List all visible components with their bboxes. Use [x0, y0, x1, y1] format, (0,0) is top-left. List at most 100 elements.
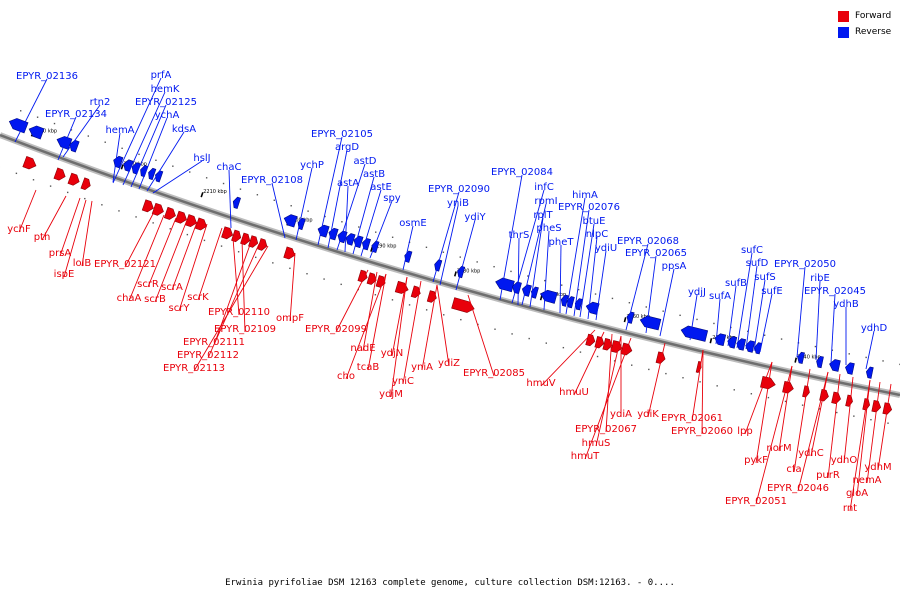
minor-dot — [764, 335, 765, 336]
leader-line — [692, 350, 703, 421]
minor-dot — [597, 356, 598, 357]
forward-gene-arrow — [54, 168, 65, 180]
minor-dot — [358, 226, 359, 227]
minor-dot — [274, 200, 275, 201]
gene-label: scrA — [161, 282, 183, 293]
gene-label: EPYR_02060 — [671, 426, 733, 437]
gene-label: ydhO — [831, 455, 858, 466]
kbp-tick-label: 2210 kbp — [203, 189, 227, 195]
minor-dot — [84, 198, 85, 199]
minor-dot — [88, 135, 89, 136]
gene-label: ychA — [155, 110, 180, 121]
gene-label: infC — [534, 182, 554, 193]
minor-dot — [662, 310, 663, 311]
gene-label: astA — [337, 178, 359, 189]
leader-line — [866, 331, 874, 369]
forward-gene-arrow — [195, 218, 206, 230]
minor-dot — [612, 298, 613, 299]
gene-label: yniB — [447, 198, 469, 209]
gene-label: ydjJ — [688, 287, 706, 298]
minor-dot — [751, 393, 752, 394]
minor-dot — [204, 240, 205, 241]
minor-dot — [802, 404, 803, 405]
gene-label: ydhC — [798, 448, 824, 459]
minor-dot — [409, 304, 410, 305]
gene-labels: EPYR_02136rtn2EPYR_02134prfAhemKEPYR_021… — [7, 70, 891, 514]
legend: Forward Reverse — [838, 8, 898, 40]
reverse-gene-arrow — [9, 118, 28, 133]
minor-dot — [679, 315, 680, 316]
gene-label: EPYR_02112 — [177, 350, 239, 361]
gene-label: astE — [370, 182, 392, 193]
minor-dot — [595, 293, 596, 294]
leader-line — [198, 228, 222, 300]
reverse-gene-arrow — [435, 260, 442, 272]
forward-gene-arrow — [603, 338, 612, 350]
minor-dot — [646, 306, 647, 307]
minor-dot — [443, 252, 444, 253]
minor-dot — [882, 360, 883, 361]
leader-line — [318, 137, 342, 245]
forward-gene-arrow — [152, 203, 163, 215]
minor-dot — [392, 237, 393, 238]
gene-label: yniA — [411, 362, 433, 373]
legend-reverse: Reverse — [838, 24, 898, 40]
minor-dot — [460, 256, 461, 257]
gene-label: EPYR_02109 — [214, 324, 276, 335]
gene-label: sufE — [761, 286, 782, 297]
forward-gene-arrow — [586, 334, 595, 346]
minor-dot — [341, 221, 342, 222]
gene-label: cfa — [786, 464, 801, 475]
gene-label: prfA — [151, 70, 172, 81]
minor-dot — [734, 389, 735, 390]
gene-label: EPYR_02076 — [558, 202, 620, 213]
gene-label: ydiY — [464, 212, 486, 223]
minor-dot — [16, 173, 17, 174]
minor-dot — [815, 346, 816, 347]
gene-label: ydhM — [864, 462, 891, 473]
minor-dot — [865, 357, 866, 358]
leader-line — [147, 132, 184, 191]
minor-dot — [849, 353, 850, 354]
minor-dot — [785, 401, 786, 402]
gene-label: hemA — [105, 125, 134, 136]
minor-dot — [713, 323, 714, 324]
gene-label: EPYR_02090 — [428, 184, 490, 195]
gene-label: EPYR_02068 — [617, 236, 679, 247]
gene-label: EPYR_02067 — [575, 424, 637, 435]
gene-label: rplT — [533, 210, 553, 221]
forward-gene-arrow — [81, 178, 90, 190]
minor-dot — [781, 338, 782, 339]
gene-label: yniC — [392, 376, 414, 387]
leader-line — [290, 253, 295, 321]
gene-label: rpmI — [534, 196, 557, 207]
gene-label: sufD — [746, 258, 769, 269]
forward-gene-arrow — [284, 247, 295, 259]
minor-dot — [187, 234, 188, 235]
map-caption: Erwinia pyrifoliae DSM 12163 complete ge… — [0, 578, 900, 588]
leader-line — [403, 226, 413, 270]
minor-dot — [223, 183, 224, 184]
gene-label: EPYR_02134 — [45, 109, 107, 120]
leader-line — [844, 377, 853, 463]
gene-label: ydiA — [610, 409, 632, 420]
reverse-swatch — [838, 27, 849, 38]
leader-line — [878, 384, 891, 470]
gene-label: EPYR_02099 — [305, 324, 367, 335]
minor-dot — [20, 110, 21, 111]
leader-line — [456, 220, 475, 290]
minor-dot — [257, 194, 258, 195]
leader-line — [560, 245, 561, 313]
reverse-gene-arrow — [640, 316, 661, 330]
leader-line — [172, 222, 197, 290]
minor-dot — [340, 284, 341, 285]
gene-label: EPYR_02105 — [311, 129, 373, 140]
minor-dot — [561, 284, 562, 285]
gene-label: EPYR_02084 — [491, 167, 553, 178]
forward-gene-arrow — [611, 341, 622, 353]
gene-label: EPYR_02046 — [767, 483, 829, 494]
gene-label: EPYR_02110 — [208, 307, 270, 318]
minor-dot — [511, 333, 512, 334]
leader-line — [468, 295, 494, 376]
minor-dot — [887, 422, 888, 423]
